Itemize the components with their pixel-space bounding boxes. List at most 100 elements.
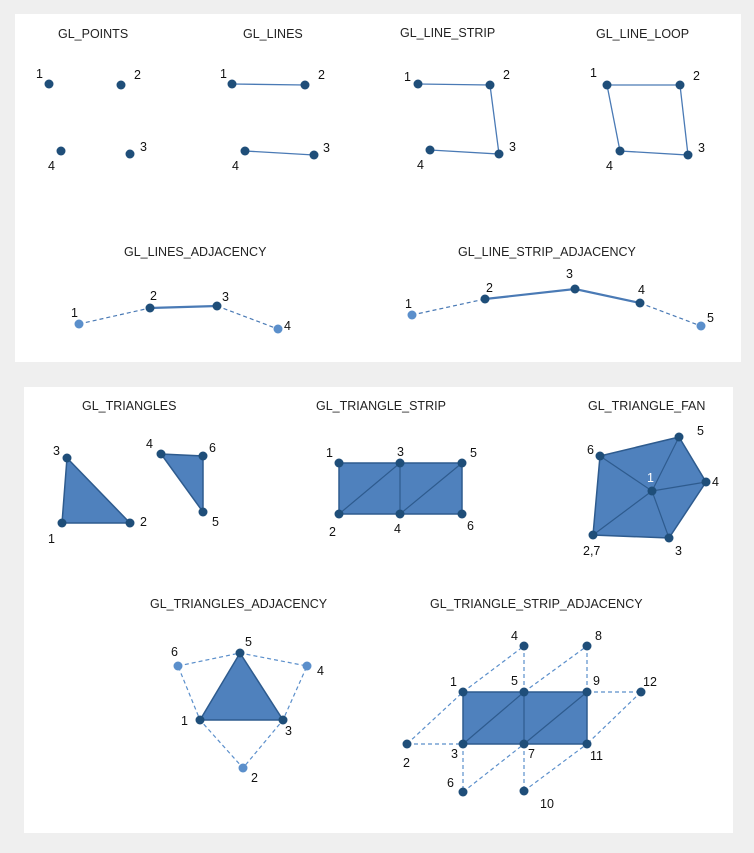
vertex-5 — [674, 432, 684, 442]
edge — [599, 455, 653, 492]
vertex-label: 4 — [712, 475, 719, 489]
vertex-label: 3 — [140, 140, 147, 154]
vertex-label: 1 — [326, 446, 333, 460]
vertex-5 — [198, 507, 208, 517]
triangle-strip-adjacency-title: GL_TRIANGLE_STRIP_ADJACENCY — [430, 597, 643, 611]
vertex-label: 3 — [323, 141, 330, 155]
vertex-label: 2 — [150, 289, 157, 303]
vertex-label: 2 — [134, 68, 141, 82]
vertex-4 — [615, 146, 625, 156]
vertex-2 — [238, 763, 248, 773]
vertex-3 — [664, 533, 674, 543]
points-diagram: GL_POINTS 1 2 3 4 — [36, 27, 147, 173]
line-strip-adjacency-title: GL_LINE_STRIP_ADJACENCY — [458, 245, 637, 259]
vertex-4 — [701, 477, 711, 487]
vertex-label: 1 — [450, 675, 457, 689]
vertex-7 — [519, 739, 529, 749]
vertex-label: 1 — [405, 297, 412, 311]
vertex-label: 3 — [509, 140, 516, 154]
vertex-3 — [683, 150, 693, 160]
vertex-3 — [212, 301, 222, 311]
vertex-2 — [116, 80, 126, 90]
edge — [484, 287, 641, 305]
vertex-label: 8 — [595, 629, 602, 643]
vertex-1 — [44, 79, 54, 89]
vertex-2 — [125, 518, 135, 528]
adjacency-edge — [78, 307, 151, 325]
vertex-label: 5 — [212, 515, 219, 529]
vertex-label: 2 — [318, 68, 325, 82]
adjacency-edge — [523, 645, 588, 693]
vertex-label: 7 — [528, 747, 535, 761]
adjacency-edges — [406, 645, 642, 793]
vertex-3 — [125, 149, 135, 159]
top-diagram: GL_POINTS 1 2 3 4 GL_LINES 1 2 3 4 GL_LI… — [36, 26, 714, 334]
vertex-label: 4 — [232, 159, 239, 173]
vertex-10 — [519, 786, 529, 796]
vertex-3 — [494, 149, 504, 159]
triangle-strip-diagram: GL_TRIANGLE_STRIP 1 2 3 4 5 6 — [316, 399, 477, 539]
vertex-label: 4 — [638, 283, 645, 297]
vertex-6 — [595, 451, 605, 461]
vertex-label: 5 — [511, 674, 518, 688]
triangle-face — [198, 651, 285, 721]
vertex-4 — [425, 145, 435, 155]
vertex-6 — [458, 787, 468, 797]
adjacency-edge — [462, 645, 525, 693]
triangles-adjacency-title: GL_TRIANGLES_ADJACENCY — [150, 597, 328, 611]
vertex-label: 4 — [417, 158, 424, 172]
vertex-label: 5 — [697, 424, 704, 438]
vertex-5 — [696, 321, 706, 331]
triangle-fan-diagram: GL_TRIANGLE_FAN 1 2,7 3 4 5 6 — [583, 399, 719, 558]
triangles-adjacency-diagram: GL_TRIANGLES_ADJACENCY 1 2 3 4 5 6 — [150, 597, 328, 785]
vertex-label: 3 — [698, 141, 705, 155]
vertex-2 — [402, 739, 412, 749]
vertex-label: 2 — [403, 756, 410, 770]
vertex-label: 4 — [284, 319, 291, 333]
triangle-face — [159, 453, 204, 515]
vertex-2 — [334, 509, 344, 519]
vertex-9 — [582, 687, 592, 697]
vertex-label: 2 — [329, 525, 336, 539]
vertex-label: 3 — [222, 290, 229, 304]
vertex-4 — [156, 449, 166, 459]
vertex-label: 11 — [590, 749, 603, 763]
vertex-4 — [273, 324, 283, 334]
vertex-label: 6 — [209, 441, 216, 455]
vertex-label: 1 — [220, 67, 227, 81]
vertex-11 — [582, 739, 592, 749]
vertex-1 — [407, 310, 417, 320]
vertex-4 — [635, 298, 645, 308]
edge — [651, 436, 680, 492]
points-title: GL_POINTS — [58, 27, 128, 41]
edge — [592, 490, 653, 536]
vertex-label: 1 — [647, 471, 654, 485]
edge — [417, 83, 500, 155]
edge — [399, 462, 463, 515]
lines-diagram: GL_LINES 1 2 3 4 — [220, 27, 330, 173]
vertex-label: 3 — [675, 544, 682, 558]
adjacency-edge — [411, 298, 486, 316]
vertex-4 — [56, 146, 66, 156]
vertex-label: 5 — [470, 446, 477, 460]
vertex-3 — [278, 715, 288, 725]
vertex-1 — [195, 715, 205, 725]
vertex-label: 4 — [146, 437, 153, 451]
vertex-label: 2 — [503, 68, 510, 82]
triangles-diagram: GL_TRIANGLES 1 2 3 4 5 6 — [48, 399, 219, 546]
vertex-label: 4 — [606, 159, 613, 173]
edge — [338, 462, 401, 515]
vertex-5 — [519, 687, 529, 697]
triangle-face — [61, 456, 132, 524]
edge — [244, 150, 315, 156]
vertex-2-7 — [588, 530, 598, 540]
vertex-label: 2 — [140, 515, 147, 529]
vertex-1 — [74, 319, 84, 329]
edge — [651, 481, 707, 492]
top-panel: GL_POINTS 1 2 3 4 GL_LINES 1 2 3 4 GL_LI… — [15, 14, 741, 362]
adjacency-edge — [639, 302, 702, 327]
vertex-label: 3 — [285, 724, 292, 738]
vertex-2 — [145, 303, 155, 313]
vertex-1 — [647, 486, 657, 496]
line-strip-diagram: GL_LINE_STRIP 1 2 3 4 — [400, 26, 516, 172]
